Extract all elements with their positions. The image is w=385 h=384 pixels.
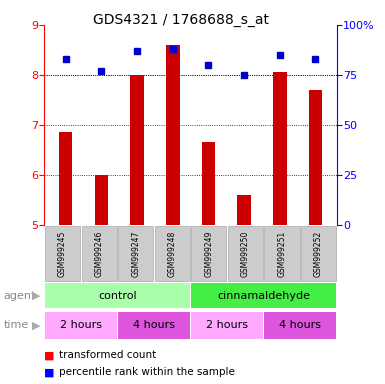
Bar: [237, 195, 251, 225]
Bar: [118, 312, 190, 339]
Text: 2 hours: 2 hours: [206, 320, 248, 331]
Text: GSM999246: GSM999246: [95, 230, 104, 276]
Bar: [191, 283, 336, 308]
Bar: [95, 175, 108, 225]
Bar: [59, 132, 72, 225]
Text: 4 hours: 4 hours: [279, 320, 321, 331]
Bar: [301, 226, 336, 281]
Text: GDS4321 / 1768688_s_at: GDS4321 / 1768688_s_at: [93, 13, 269, 27]
Text: control: control: [98, 291, 137, 301]
Text: ▶: ▶: [32, 291, 40, 301]
Text: time: time: [4, 320, 29, 331]
Text: transformed count: transformed count: [59, 350, 156, 360]
Bar: [45, 226, 80, 281]
Bar: [191, 312, 263, 339]
Bar: [45, 312, 117, 339]
Text: GSM999249: GSM999249: [204, 230, 213, 276]
Text: agent: agent: [4, 291, 36, 301]
Bar: [309, 90, 322, 225]
Text: 2 hours: 2 hours: [60, 320, 102, 331]
Bar: [202, 142, 215, 225]
Bar: [273, 73, 286, 225]
Text: GSM999250: GSM999250: [241, 230, 250, 276]
Text: GSM999247: GSM999247: [131, 230, 140, 276]
Bar: [155, 226, 190, 281]
Text: 4 hours: 4 hours: [133, 320, 175, 331]
Text: ■: ■: [44, 350, 55, 360]
Bar: [45, 283, 190, 308]
Text: GSM999252: GSM999252: [314, 230, 323, 276]
Text: GSM999245: GSM999245: [58, 230, 67, 276]
Text: GSM999248: GSM999248: [168, 230, 177, 276]
Bar: [264, 312, 336, 339]
Text: percentile rank within the sample: percentile rank within the sample: [59, 367, 235, 377]
Bar: [228, 226, 263, 281]
Text: ■: ■: [44, 367, 55, 377]
Bar: [191, 226, 226, 281]
Bar: [166, 45, 179, 225]
Bar: [118, 226, 153, 281]
Text: cinnamaldehyde: cinnamaldehyde: [217, 291, 310, 301]
Bar: [82, 226, 117, 281]
Text: ▶: ▶: [32, 320, 40, 331]
Text: GSM999251: GSM999251: [278, 230, 286, 276]
Bar: [264, 226, 300, 281]
Bar: [130, 75, 144, 225]
